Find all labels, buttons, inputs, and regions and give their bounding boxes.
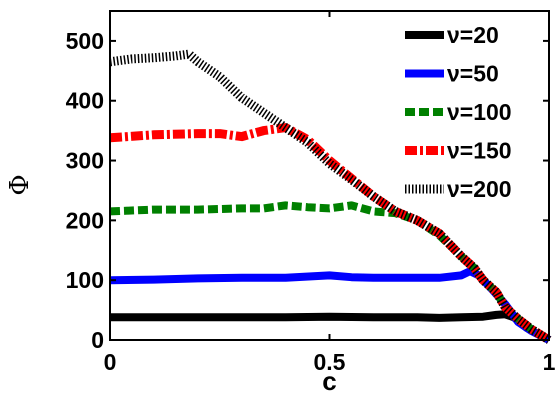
y-tick-label: 400 [66, 88, 104, 114]
y-axis-label: Φ [5, 174, 35, 195]
x-tick-label: 1 [543, 349, 556, 375]
legend-label: ν=20 [447, 22, 499, 48]
y-tick-label: 300 [66, 148, 104, 174]
legend-label: ν=100 [447, 99, 512, 125]
legend-label: ν=150 [447, 138, 512, 164]
y-tick-label: 0 [91, 327, 104, 353]
y-tick-label: 500 [66, 28, 104, 54]
axis-ticks [109, 11, 550, 341]
plot-lines [109, 49, 552, 344]
legend-label: ν=50 [447, 61, 499, 87]
tick-labels: 0 0.5 1 0 100 200 300 400 500 [66, 28, 556, 375]
x-tick-label: 0 [104, 349, 117, 375]
y-tick-label: 100 [66, 267, 104, 293]
x-tick-label: 0.5 [314, 349, 346, 375]
y-tick-label: 200 [66, 207, 104, 233]
x-axis-label: c [322, 366, 336, 396]
legend: ν=20 ν=50 ν=100 ν=150 ν=200 [405, 22, 512, 202]
legend-label: ν=200 [447, 176, 512, 202]
